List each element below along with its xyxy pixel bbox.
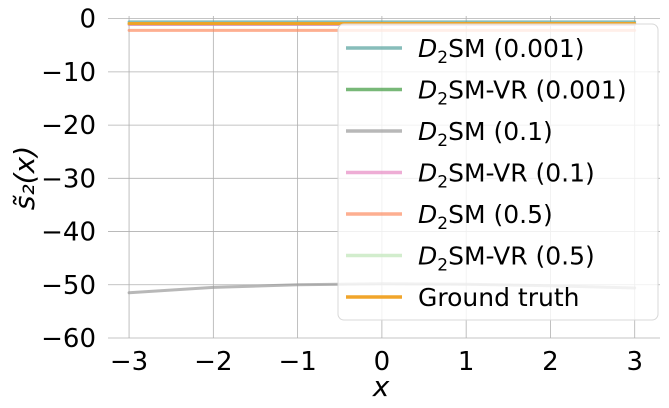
legend: D2SM (0.001) D2SM-VR (0.001) D2SM (0.1) D2S… <box>337 23 659 321</box>
x-tick-label: 3 <box>626 347 643 377</box>
x-axis-ticks: −3 −2 −1 0 1 2 3 <box>110 347 643 377</box>
legend-entry: Ground truth <box>418 283 579 312</box>
x-tick-label: 0 <box>374 347 391 377</box>
legend-box <box>337 23 659 321</box>
y-axis-ticks: 0 −10 −20 −30 −40 −50 −60 <box>41 5 96 354</box>
legend-entry: D2SM (0.1) <box>418 117 553 151</box>
y-tick-label: −60 <box>41 324 96 354</box>
y-tick-label: −10 <box>41 58 96 88</box>
x-tick-label: −3 <box>110 347 148 377</box>
y-tick-label: −40 <box>41 218 96 248</box>
legend-entry: D2SM-VR (0.001) <box>418 76 627 110</box>
x-axis-label: x <box>372 370 390 403</box>
legend-entry: D2SM (0.001) <box>418 34 585 68</box>
y-tick-label: 0 <box>79 5 96 35</box>
legend-entry: D2SM (0.5) <box>418 200 553 234</box>
x-tick-label: −2 <box>194 347 232 377</box>
legend-entry: D2SM-VR (0.5) <box>418 242 595 276</box>
y-tick-label: −20 <box>41 111 96 141</box>
x-tick-label: 2 <box>542 347 559 377</box>
y-axis-label: s̃₂(x) <box>8 146 41 210</box>
legend-entry: D2SM-VR (0.1) <box>418 159 595 193</box>
x-tick-label: −1 <box>278 347 316 377</box>
x-tick-label: 1 <box>458 347 475 377</box>
y-tick-label: −50 <box>41 271 96 301</box>
y-tick-label: −30 <box>41 164 96 194</box>
